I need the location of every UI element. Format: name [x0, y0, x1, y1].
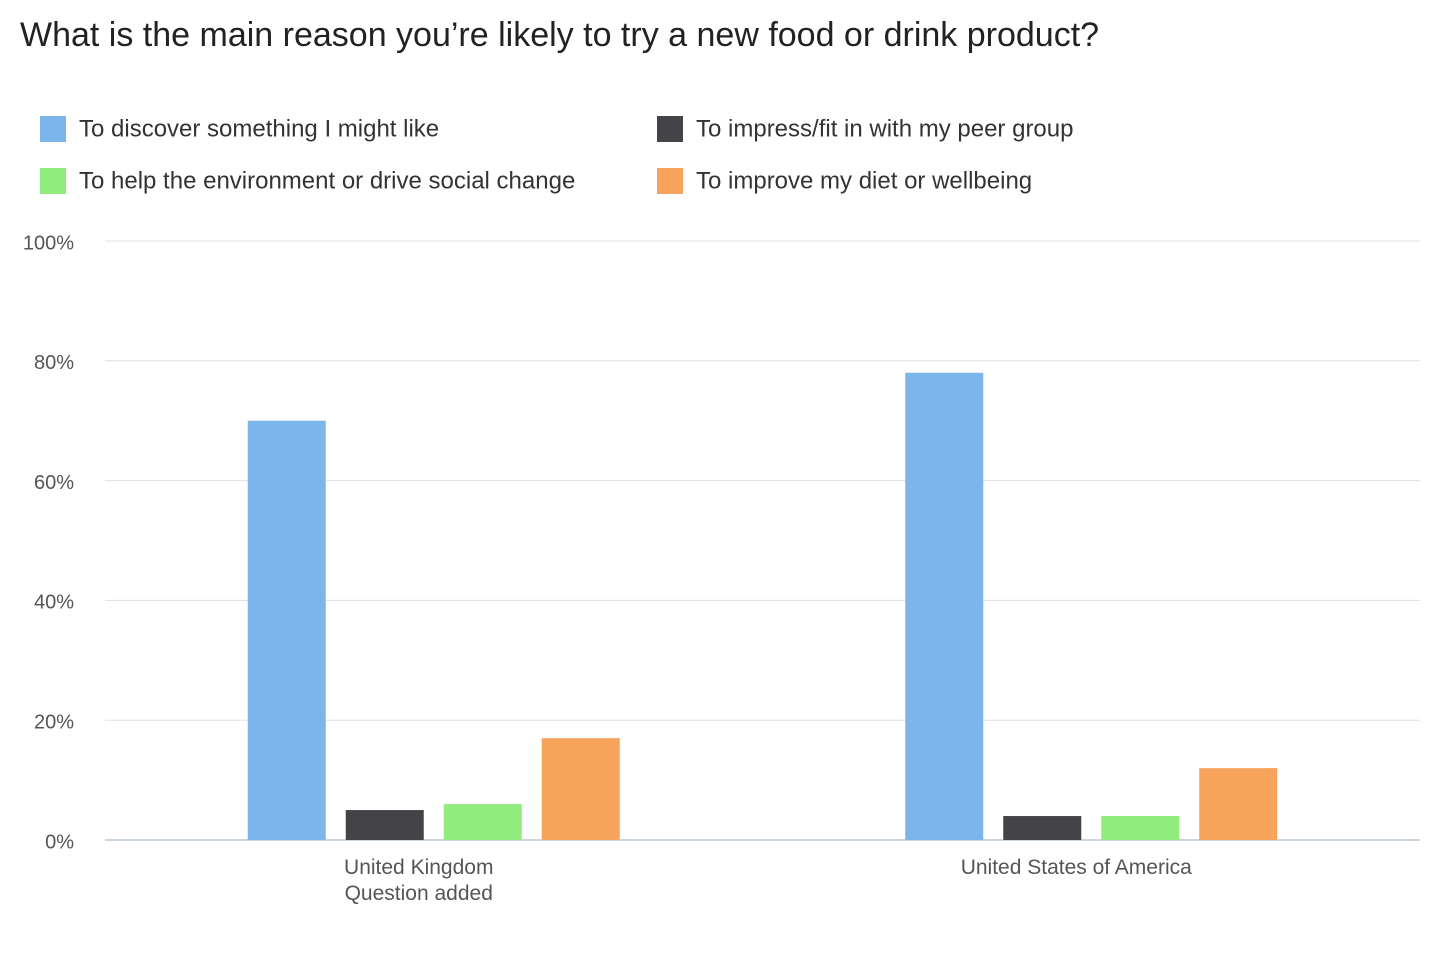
legend-label: To impress/fit in with my peer group	[696, 115, 1073, 142]
bar	[541, 738, 620, 840]
legend-swatch	[657, 116, 683, 142]
bar	[1199, 768, 1278, 840]
legend-label: To improve my diet or wellbeing	[696, 167, 1032, 194]
x-tick-label: United Kingdom Question added	[344, 856, 494, 905]
y-tick-label: 80%	[34, 352, 74, 374]
legend-label: To discover something I might like	[79, 115, 439, 142]
x-tick-label: United States of America	[960, 856, 1192, 879]
y-tick-label: 0%	[45, 831, 74, 853]
bar	[1003, 816, 1082, 840]
legend-swatch	[657, 168, 683, 194]
legend-swatch	[40, 116, 66, 142]
legend-label: To help the environment or drive social …	[79, 167, 575, 194]
y-tick-label: 40%	[34, 592, 74, 614]
bar	[905, 372, 984, 840]
y-tick-label: 100%	[23, 232, 74, 254]
legend-swatch	[40, 168, 66, 194]
bar	[443, 804, 522, 840]
bar	[247, 420, 326, 840]
y-tick-label: 20%	[34, 711, 74, 733]
chart-title: What is the main reason you’re likely to…	[20, 16, 1099, 54]
bar	[1101, 816, 1180, 840]
bar	[345, 810, 424, 840]
y-tick-label: 60%	[34, 472, 74, 494]
